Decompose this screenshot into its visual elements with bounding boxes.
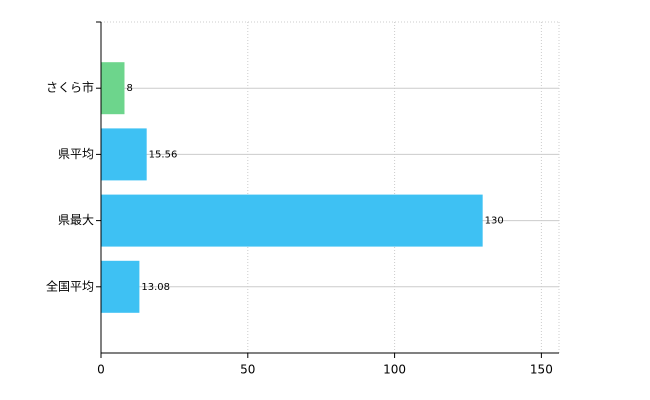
bar xyxy=(101,260,140,313)
bar xyxy=(101,62,125,115)
value-label: 130 xyxy=(485,216,504,227)
x-tick-label: 100 xyxy=(383,363,406,377)
bar xyxy=(101,194,483,247)
value-label: 13.08 xyxy=(141,282,170,293)
y-tick-label: 全国平均 xyxy=(46,278,94,293)
y-tick-label: さくら市 xyxy=(46,80,94,95)
x-tick-label: 150 xyxy=(530,363,553,377)
y-tick-label: 県最大 xyxy=(58,213,94,227)
value-label: 15.56 xyxy=(149,149,178,160)
x-tick-label: 50 xyxy=(240,363,255,377)
value-label: 8 xyxy=(126,83,132,94)
bar xyxy=(101,128,147,181)
x-tick-label: 0 xyxy=(97,363,105,377)
y-tick-label: 県平均 xyxy=(58,147,94,161)
